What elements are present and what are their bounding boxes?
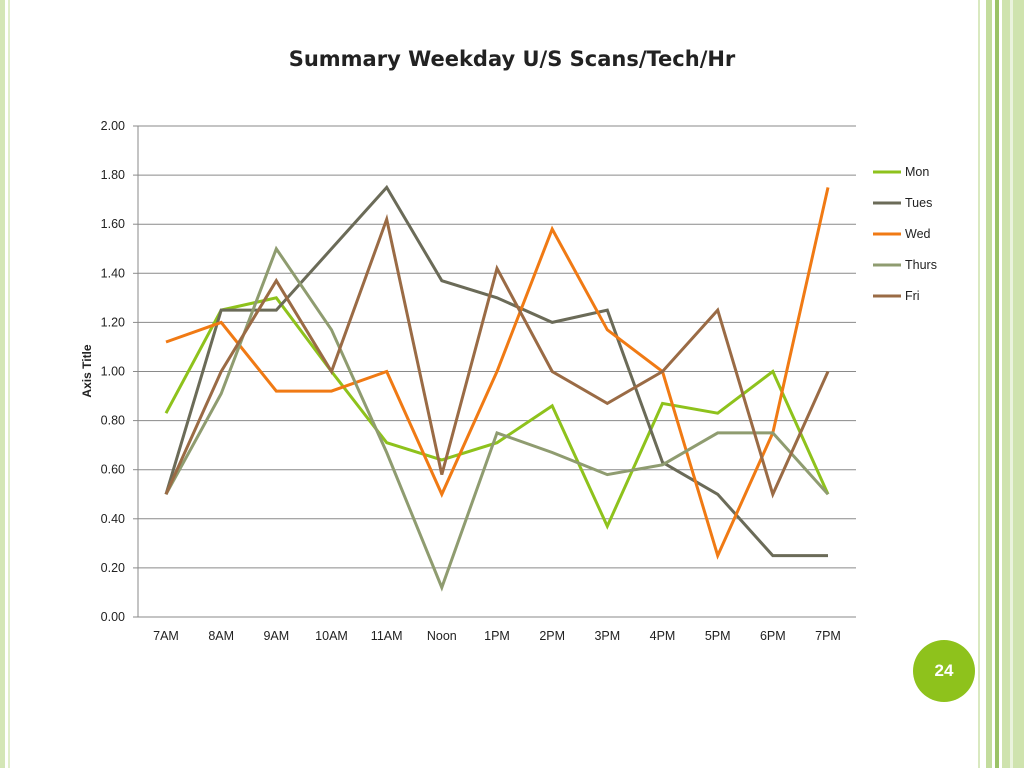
frame-right-stripe-1 (978, 0, 980, 768)
x-tick-label: 3PM (594, 629, 620, 643)
x-axis-ticks: 7AM 8AM 9AM 10AM 11AM Noon 1PM 2PM 3PM 4PM 5PM 6PM 7… (153, 629, 841, 643)
x-tick-label: 6PM (760, 629, 786, 643)
chart-title: Summary Weekday U/S Scans/Tech/Hr (289, 47, 736, 71)
y-tick-label: 1.80 (101, 168, 125, 182)
series-line-mon (164, 296, 830, 530)
legend-label-thurs: Thurs (905, 258, 937, 272)
legend-label-tues: Tues (905, 196, 932, 210)
gridlines (133, 125, 856, 618)
x-tick-label: 8AM (208, 629, 234, 643)
y-tick-label: 1.20 (101, 315, 125, 329)
x-tick-label: 2PM (539, 629, 565, 643)
x-tick-label: 10AM (315, 629, 348, 643)
series-line-fri (164, 213, 830, 499)
y-tick-label: 0.20 (101, 561, 125, 575)
page-number-badge: 24 (913, 640, 975, 702)
x-tick-label: 7AM (153, 629, 179, 643)
y-tick-label: 1.60 (101, 217, 125, 231)
y-tick-label: 0.40 (101, 512, 125, 526)
x-tick-label: 4PM (650, 629, 676, 643)
frame-right-stripe-5 (1010, 0, 1013, 768)
legend-label-wed: Wed (905, 227, 931, 241)
legend: Mon Tues Wed Thurs Fri (873, 165, 937, 303)
y-tick-label: 0.80 (101, 414, 125, 428)
frame-right-stripe-2 (986, 0, 992, 768)
x-tick-label: 5PM (705, 629, 731, 643)
x-tick-label: Noon (427, 629, 457, 643)
legend-label-mon: Mon (905, 165, 929, 179)
series-line-wed (165, 187, 830, 560)
frame-right-stripe-4 (1002, 0, 1024, 768)
x-tick-label: 9AM (263, 629, 289, 643)
y-tick-label: 1.40 (101, 266, 125, 280)
y-tick-label: 2.00 (101, 119, 125, 133)
x-tick-label: 7PM (815, 629, 841, 643)
y-tick-label: 0.60 (101, 463, 125, 477)
series-line-tues (164, 184, 828, 558)
y-tick-label: 1.00 (101, 365, 125, 379)
x-tick-label: 11AM (371, 629, 403, 643)
series-line-thurs (164, 245, 830, 592)
frame-right-stripe-3 (995, 0, 999, 768)
y-axis-ticks: 0.00 0.20 0.40 0.60 0.80 1.00 1.20 1.40 1.60 1.80… (101, 119, 125, 624)
series-lines (164, 184, 830, 592)
y-axis-title: Axis Title (80, 344, 94, 397)
legend-label-fri: Fri (905, 289, 920, 303)
y-tick-label: 0.00 (101, 610, 125, 624)
frame-left-stripe (0, 0, 5, 768)
page-number: 24 (934, 661, 954, 680)
frame-left-thin-stripe (8, 0, 10, 768)
x-tick-label: 1PM (484, 629, 510, 643)
